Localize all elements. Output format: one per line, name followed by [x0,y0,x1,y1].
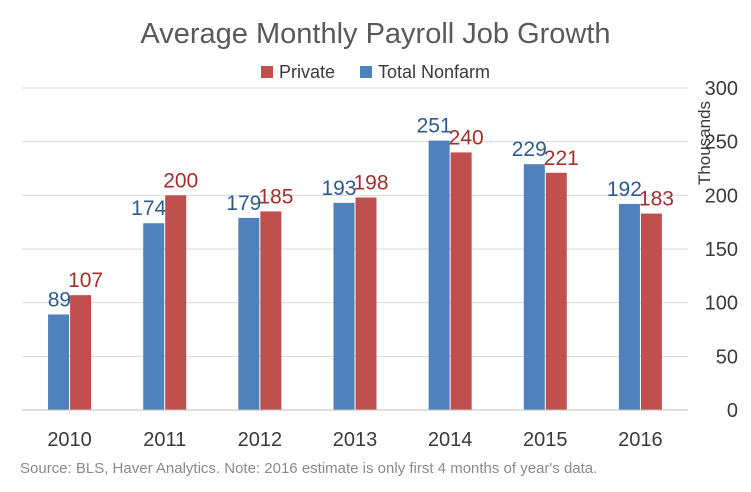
legend-item-private: Private [260,62,335,83]
data-label-total-nonfarm: 179 [226,192,261,215]
bar-private [260,211,282,410]
bar-total-nonfarm [48,314,70,410]
bar-private [640,213,662,410]
legend-item-total-nonfarm: Total Nonfarm [360,62,490,83]
data-label-total-nonfarm: 89 [48,288,71,311]
bar-total-nonfarm [143,223,165,410]
legend-label-private: Private [278,62,335,82]
y-tick-label: 0 [727,400,738,422]
x-tick-label: 2011 [143,429,186,451]
bar-private [70,295,92,410]
y-tick-label: 250 [705,132,738,154]
chart-legend: Private Total Nonfarm [0,62,751,83]
data-label-total-nonfarm: 251 [417,115,452,138]
legend-swatch-private [260,66,273,78]
data-label-private: 183 [639,188,674,211]
y-tick-label: 100 [705,293,738,315]
legend-label-total-nonfarm: Total Nonfarm [378,62,491,82]
x-tick-label: 2013 [333,429,378,451]
y-axis-label: Thousands [695,100,714,186]
y-tick-label: 150 [705,239,738,261]
data-label-private: 107 [68,269,103,292]
data-label-total-nonfarm: 229 [512,138,547,161]
y-tick-label: 300 [705,78,738,100]
bar-private [355,197,377,410]
data-label-private: 221 [544,147,579,170]
x-tick-label: 2010 [47,429,92,451]
bar-private [450,152,472,410]
x-tick-label: 2015 [523,429,568,451]
data-label-private: 240 [449,126,484,149]
bar-total-nonfarm [618,203,640,410]
data-label-total-nonfarm: 193 [321,177,356,200]
data-label-private: 198 [354,171,389,194]
data-label-total-nonfarm: 174 [131,197,166,220]
data-label-private: 200 [163,169,198,192]
x-tick-label: 2012 [238,429,283,451]
source-note: Source: BLS, Haver Analytics. Note: 2016… [20,460,598,477]
x-tick-label: 2016 [618,429,663,451]
data-label-total-nonfarm: 192 [607,178,642,201]
data-label-private: 185 [258,185,293,208]
y-tick-label: 200 [705,185,738,207]
bar-total-nonfarm [238,217,260,410]
bar-total-nonfarm [333,202,355,410]
bar-total-nonfarm [523,164,545,410]
bar-private [545,172,567,410]
bar-private [165,195,187,410]
y-tick-label: 50 [716,346,738,368]
legend-swatch-total-nonfarm [360,66,372,78]
chart-title: Average Monthly Payroll Job Growth [140,18,611,50]
x-tick-label: 2014 [428,429,473,451]
bar-total-nonfarm [428,140,450,411]
